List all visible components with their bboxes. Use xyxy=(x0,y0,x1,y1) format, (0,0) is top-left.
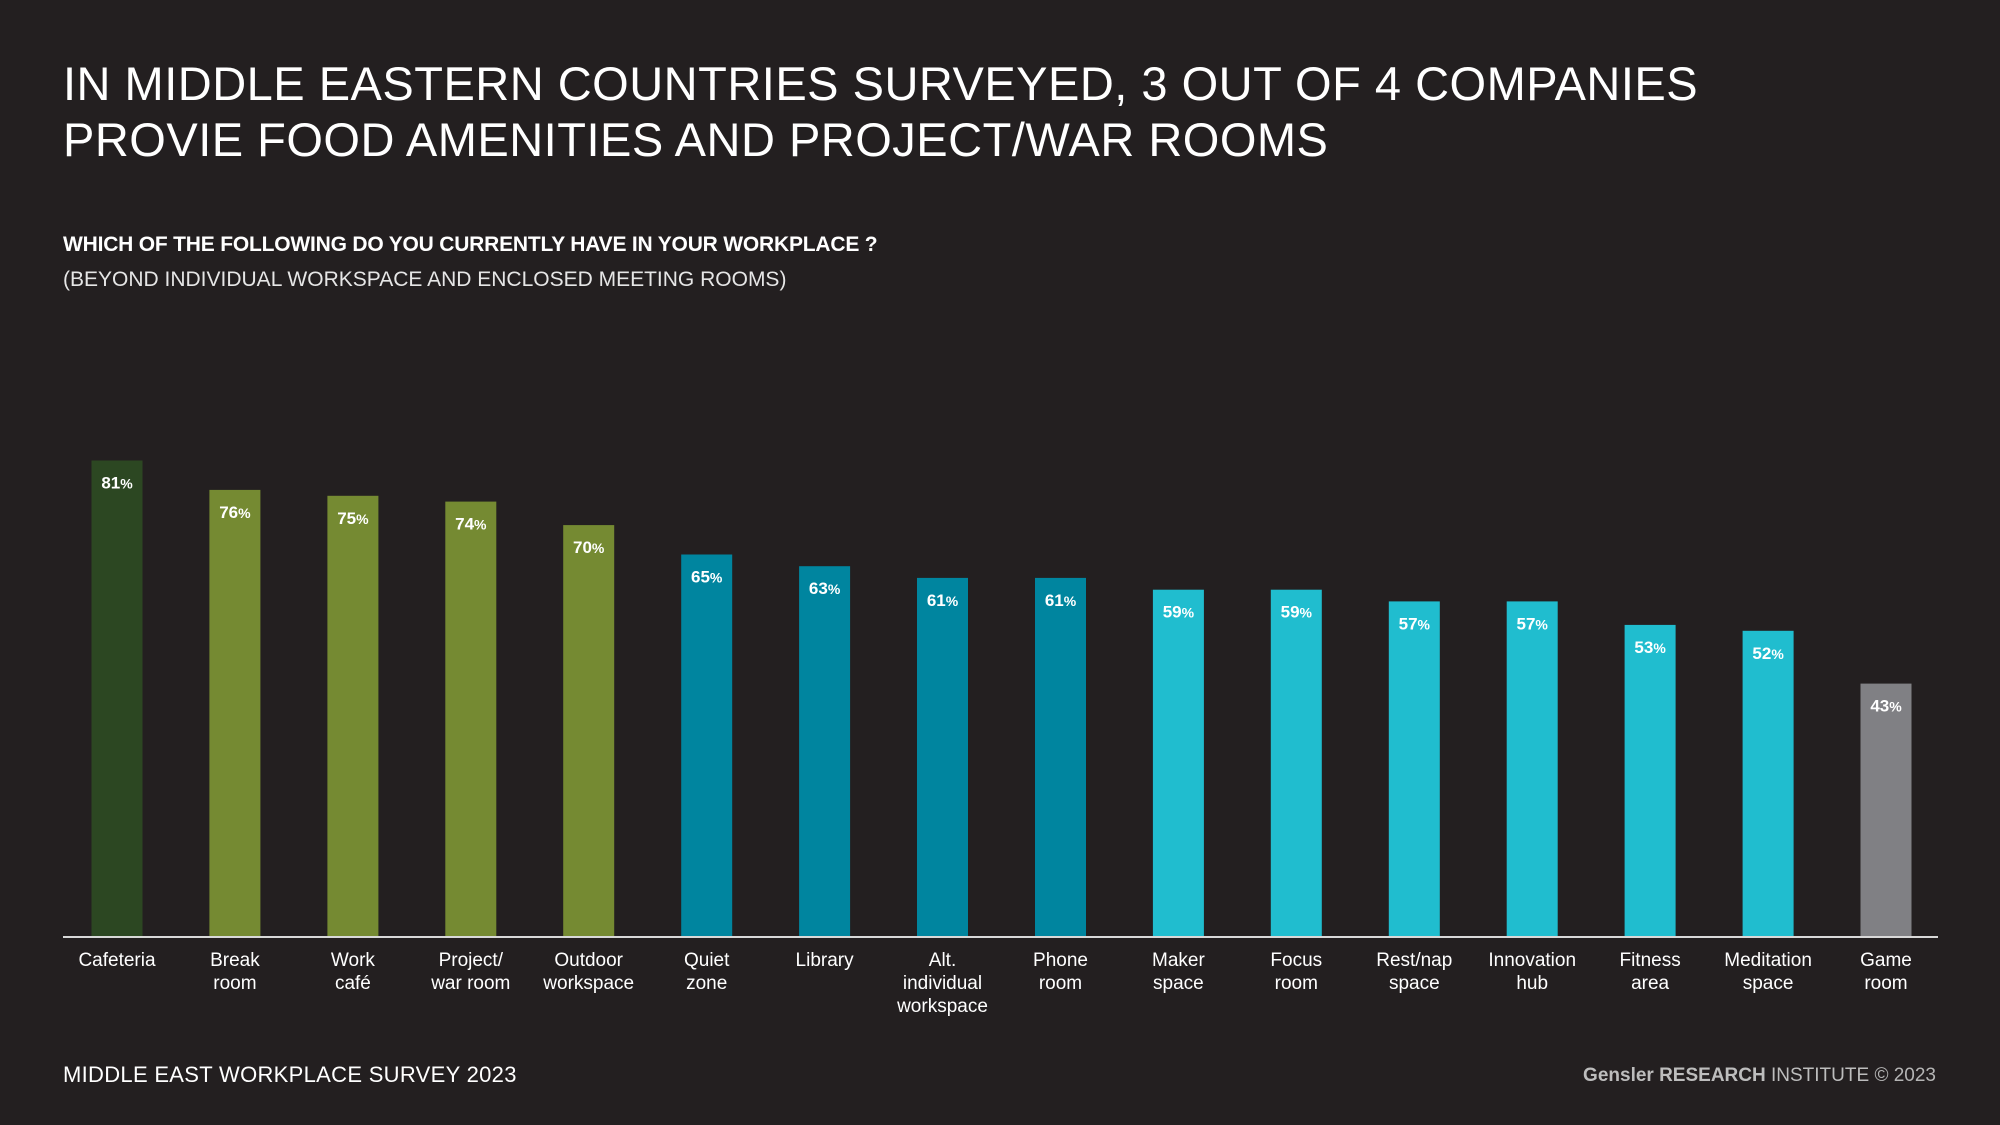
brand-name: Gensler RESEARCH xyxy=(1583,1065,1766,1086)
category-label: Focus room xyxy=(1270,950,1322,994)
category-label: Fitness area xyxy=(1619,950,1680,994)
bar xyxy=(1270,589,1322,936)
survey-name: MIDDLE EAST WORKPLACE SURVEY 2023 xyxy=(63,1062,517,1087)
bar xyxy=(1035,577,1086,936)
bar xyxy=(799,566,851,936)
bar xyxy=(445,501,497,936)
data-label: 52% xyxy=(1752,644,1784,663)
bar xyxy=(681,554,733,937)
institute-label: INSTITUTE xyxy=(1765,1065,1870,1086)
category-label: Meditation space xyxy=(1724,950,1812,994)
data-label: 57% xyxy=(1399,614,1431,633)
category-label: Project/war room xyxy=(430,950,510,994)
data-label: 59% xyxy=(1163,603,1195,622)
category-label: Innovation hub xyxy=(1488,950,1576,994)
bar xyxy=(91,460,143,936)
bar xyxy=(209,489,261,936)
survey-question: WHICH OF THE FOLLOWING DO YOU CURRENTLY … xyxy=(63,233,878,256)
bar xyxy=(917,577,968,936)
data-label: 61% xyxy=(1045,591,1077,610)
copyright-year: © 2023 xyxy=(1869,1065,1936,1086)
survey-question-note: (BEYOND INDIVIDUAL WORKSPACE AND ENCLOSE… xyxy=(63,268,787,291)
bar xyxy=(1624,624,1676,936)
category-label: Library xyxy=(796,950,855,971)
data-label: 65% xyxy=(691,568,723,587)
copyright-notice: Gensler RESEARCH INSTITUTE © 2023 xyxy=(1583,1065,1936,1087)
bar xyxy=(1742,630,1794,936)
category-label: Phone room xyxy=(1033,950,1088,994)
data-label: 70% xyxy=(573,538,605,557)
category-label: Game room xyxy=(1860,950,1912,994)
data-label: 74% xyxy=(455,515,487,534)
category-label: Quiet zone xyxy=(684,950,730,994)
category-label: Work café xyxy=(331,950,375,994)
data-label: 75% xyxy=(337,509,369,528)
data-label: 43% xyxy=(1870,697,1902,716)
bar xyxy=(1860,683,1912,936)
data-label: 57% xyxy=(1517,614,1549,633)
category-label: Rest/nap space xyxy=(1376,950,1452,994)
title-line-1: IN MIDDLE EASTERN COUNTRIES SURVEYED, 3 … xyxy=(63,57,1699,110)
category-label: Maker space xyxy=(1152,950,1205,994)
page-title: IN MIDDLE EASTERN COUNTRIES SURVEYED, 3 … xyxy=(63,56,1863,168)
data-label: 59% xyxy=(1281,603,1313,622)
category-label: Alt. individual workspace xyxy=(896,950,988,1017)
bar xyxy=(327,495,379,937)
data-label: 76% xyxy=(219,503,251,522)
data-label: 53% xyxy=(1634,638,1666,657)
bar xyxy=(1506,601,1558,936)
bar xyxy=(1388,601,1440,936)
bar xyxy=(563,525,615,936)
data-label: 81% xyxy=(101,474,133,493)
category-label: Cafeteria xyxy=(78,950,156,971)
data-label: 61% xyxy=(927,591,959,610)
data-label: 63% xyxy=(809,579,841,598)
title-line-2: PROVIE FOOD AMENITIES AND PROJECT/WAR RO… xyxy=(63,113,1329,166)
category-label: Outdoor workspace xyxy=(542,950,634,994)
category-label: Break room xyxy=(210,950,260,994)
bar xyxy=(1152,589,1204,936)
